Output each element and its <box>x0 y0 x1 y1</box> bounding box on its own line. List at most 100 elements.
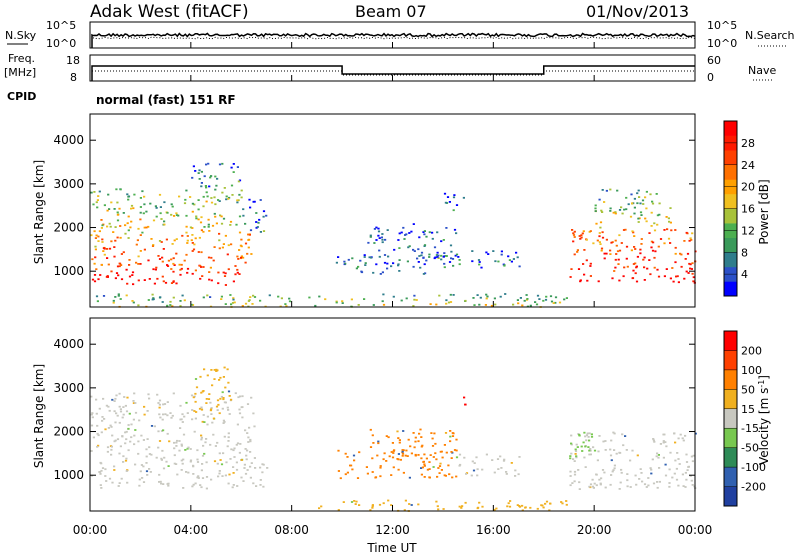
velocity-cell <box>118 421 121 424</box>
velocity-cell <box>236 442 240 445</box>
power-cell <box>618 279 621 282</box>
power-cell <box>687 272 690 274</box>
velocity-cell <box>574 453 577 455</box>
power-cell <box>212 259 215 262</box>
velocity-cell <box>464 403 467 406</box>
velocity-cell <box>261 471 264 474</box>
power-cell <box>422 273 425 275</box>
velocity-cell <box>432 466 435 468</box>
velocity-cell <box>521 504 524 507</box>
power-cell <box>130 220 133 223</box>
velocity-cell <box>677 484 680 487</box>
date-title: 01/Nov/2013 <box>586 2 689 21</box>
power-cell <box>554 296 558 299</box>
noise-tick-top-right: 10^5 <box>707 19 737 32</box>
velocity-cell <box>124 404 127 407</box>
power-cell <box>280 297 283 300</box>
velocity-cell <box>142 481 146 483</box>
power-cell <box>369 234 372 237</box>
velocity-cell <box>203 452 206 455</box>
power-cell <box>583 249 586 251</box>
power-cell <box>525 294 528 296</box>
velocity-cell <box>217 403 220 406</box>
power-cell <box>674 261 677 264</box>
power-cell <box>486 295 489 298</box>
power-cell <box>200 251 203 254</box>
velocity-cell <box>582 441 585 444</box>
power-heatmap-cells <box>90 162 697 308</box>
power-cell <box>631 202 634 205</box>
velocity-cell <box>684 486 687 488</box>
velocity-cell <box>211 384 214 387</box>
velocity-cell <box>240 459 243 461</box>
power-cell <box>210 201 214 204</box>
velocity-cell <box>250 396 253 399</box>
power-cell <box>690 268 693 270</box>
nsearch-label: N.Search <box>745 29 795 42</box>
velocity-cell <box>402 430 405 432</box>
power-cell <box>372 271 375 274</box>
velocity-cell <box>127 449 130 452</box>
velocity-cell <box>124 442 127 445</box>
velocity-cell <box>127 424 130 426</box>
velocity-cell <box>657 454 660 456</box>
power-cell <box>577 268 581 270</box>
velocity-cell <box>113 440 116 443</box>
velocity-cell <box>420 436 423 438</box>
power-cell <box>680 265 683 268</box>
velocity-cell <box>626 473 629 475</box>
velocity-cell <box>210 408 213 411</box>
velocity-cell <box>239 443 242 445</box>
power-cell <box>131 271 135 274</box>
power-cell <box>622 229 626 231</box>
velocity-cell <box>179 418 182 421</box>
power-cell <box>125 268 128 271</box>
freq-panel: Freq. [MHz] 18 8 60 0 Nave CPID normal (… <box>4 52 776 107</box>
power-cell <box>180 267 183 270</box>
velocity-cell <box>158 413 161 416</box>
velocity-cell <box>200 408 204 411</box>
velocity-cell <box>439 450 442 453</box>
power-cell <box>191 250 194 252</box>
velocity-cell <box>227 482 230 485</box>
power-cell <box>92 203 95 206</box>
power-cell <box>202 205 205 208</box>
velocity-cell <box>103 418 106 420</box>
power-cell <box>632 263 635 265</box>
power-cell <box>96 206 99 209</box>
power-cell <box>318 295 321 298</box>
velocity-cell <box>247 441 250 443</box>
velocity-cell <box>641 480 644 483</box>
power-cell <box>680 253 683 256</box>
velocity-cell <box>121 435 124 437</box>
velocity-cell <box>207 398 211 400</box>
power-cell <box>594 204 597 207</box>
power-cell <box>224 284 227 286</box>
velocity-cell <box>146 474 149 476</box>
velocity-cell <box>158 403 161 406</box>
power-cell <box>172 296 175 299</box>
power-cell <box>180 263 183 266</box>
power-cell <box>183 299 186 302</box>
power-cell <box>117 294 120 297</box>
power-cell <box>324 298 327 301</box>
velocity-cell <box>681 473 684 476</box>
power-cell <box>620 242 623 244</box>
power-cell <box>378 237 381 239</box>
velocity-cell <box>652 482 656 485</box>
velocity-cell <box>208 393 211 395</box>
power-cell <box>141 190 144 193</box>
power-cell <box>122 212 125 214</box>
power-cell <box>403 238 406 240</box>
power-cell <box>152 219 156 222</box>
power-cell <box>599 226 602 229</box>
power-cell <box>225 195 228 198</box>
velocity-cell <box>570 442 573 445</box>
power-cell <box>97 240 100 242</box>
power-cell <box>232 171 235 173</box>
velocity-cell <box>506 505 509 508</box>
power-cell <box>126 282 129 285</box>
velocity-cell <box>181 421 184 423</box>
velocity-cell <box>246 403 250 405</box>
